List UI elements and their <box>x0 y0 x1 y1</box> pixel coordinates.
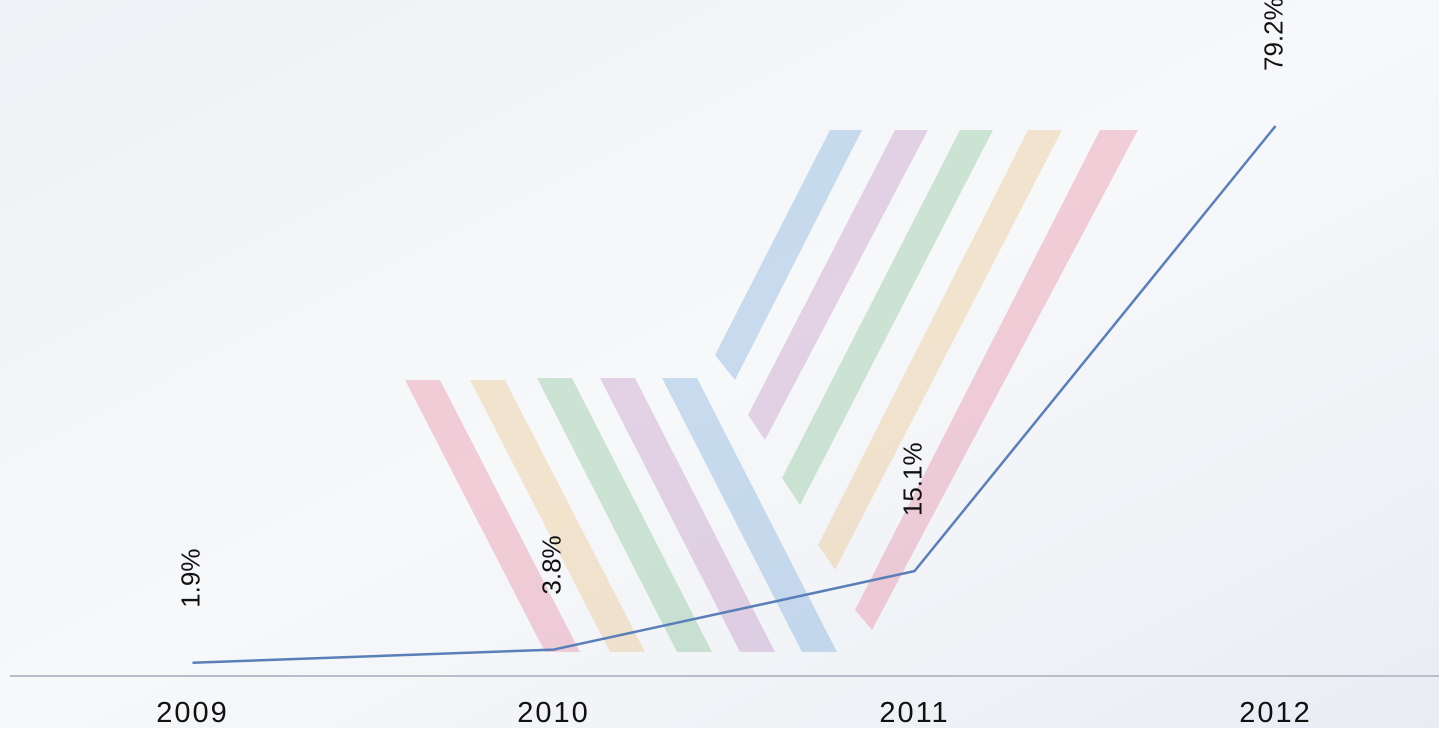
data-label: 1.9% <box>175 549 205 608</box>
x-tick-label: 2009 <box>156 697 229 728</box>
x-tick-label: 2012 <box>1239 697 1312 728</box>
decoration <box>405 130 1138 652</box>
data-label: 3.8% <box>536 535 566 594</box>
x-tick-label: 2011 <box>879 697 949 728</box>
line <box>192 125 1277 665</box>
x-tick-label: 2010 <box>517 697 590 728</box>
data-label: 79.2% <box>1258 0 1288 71</box>
data-label: 15.1% <box>897 442 927 516</box>
